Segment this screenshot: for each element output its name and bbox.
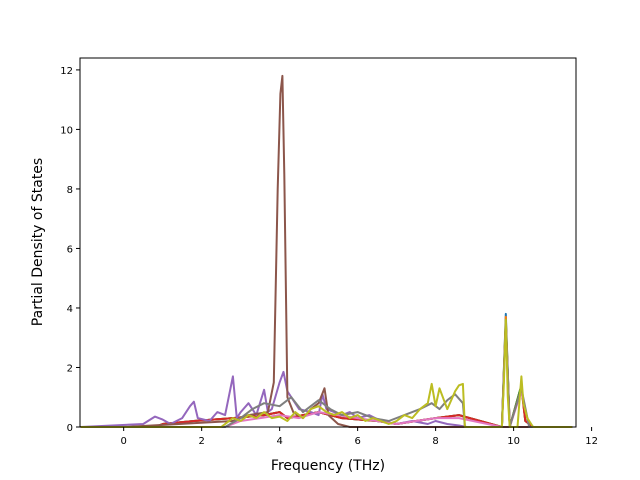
series-line-9 — [80, 318, 573, 428]
y-tick-label: 8 — [67, 185, 73, 196]
series-layer — [80, 74, 573, 428]
series-line-6 — [80, 74, 573, 428]
x-axis-ticks: 0 2 4 6 8 10 12 — [120, 427, 598, 447]
y-tick-label: 2 — [67, 363, 73, 374]
y-tick-label: 4 — [67, 304, 73, 315]
x-tick-label: 2 — [198, 436, 204, 447]
plot-frame — [79, 57, 577, 428]
x-tick-label: 12 — [585, 436, 598, 447]
x-tick-label: 0 — [120, 436, 126, 447]
x-tick-label: 10 — [507, 436, 520, 447]
x-tick-label: 4 — [276, 436, 282, 447]
y-axis-title: Partial Density of States — [30, 158, 46, 326]
x-tick-label: 6 — [354, 436, 360, 447]
y-tick-label: 0 — [67, 423, 73, 434]
y-tick-label: 10 — [60, 125, 73, 136]
x-axis-title: Frequency (THz) — [271, 458, 385, 474]
y-tick-label: 12 — [60, 66, 73, 77]
y-tick-label: 6 — [67, 244, 73, 255]
x-tick-label: 8 — [432, 436, 438, 447]
y-axis-ticks: 0 2 4 6 8 10 12 — [60, 66, 80, 434]
